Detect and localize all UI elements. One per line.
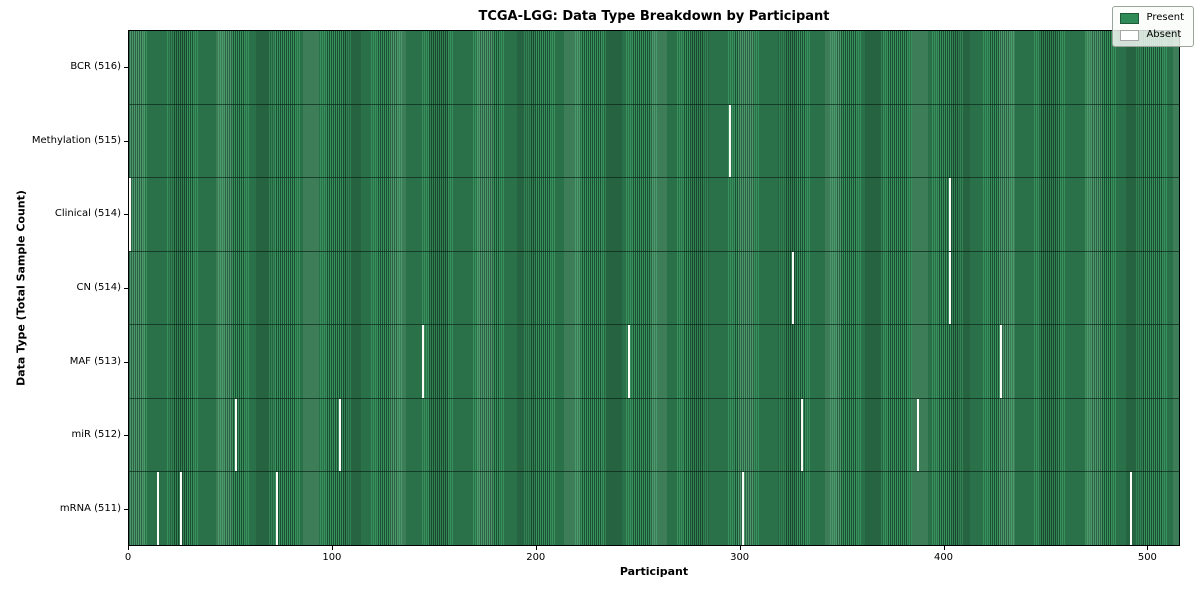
x-tick-label: 500 — [1137, 552, 1157, 563]
legend-item-present: Present — [1120, 12, 1184, 24]
x-tick-mark — [128, 546, 129, 550]
y-tick-mark — [124, 140, 128, 142]
y-tick-label: Methylation (515) — [31, 134, 121, 146]
x-tick-label: 400 — [933, 552, 954, 563]
chart-title: TCGA-LGG: Data Type Breakdown by Partici… — [478, 9, 830, 24]
absent-marker — [741, 472, 744, 545]
y-tick-label: miR (512) — [71, 429, 121, 441]
absent-marker — [338, 398, 341, 472]
heatmap-row — [129, 325, 1179, 399]
absent-marker — [422, 325, 425, 398]
x-tick-mark — [331, 546, 333, 550]
absent-marker — [234, 398, 237, 472]
heatmap-row — [129, 104, 1179, 179]
absent-marker — [792, 251, 795, 325]
absent-marker — [999, 325, 1002, 398]
x-tick-mark — [739, 546, 741, 550]
absent-marker — [800, 398, 803, 472]
y-axis-tick-marks — [124, 30, 128, 546]
absent-marker — [729, 104, 732, 178]
y-tick-mark — [124, 509, 128, 511]
absent-marker — [157, 472, 160, 545]
x-tick-label: 200 — [526, 552, 546, 563]
y-tick-mark — [124, 288, 128, 289]
absent-marker — [275, 472, 278, 545]
plot-area — [128, 30, 1180, 546]
heatmap-row — [129, 31, 1179, 105]
y-tick-mark — [124, 214, 128, 216]
y-axis-tick-labels: BCR (516) Methylation (515) Clinical (514)… — [0, 30, 121, 546]
x-axis-label: Participant — [619, 565, 689, 578]
y-tick-label: Clinical (514) — [54, 208, 121, 220]
y-tick-mark — [124, 361, 128, 363]
legend: Present Absent — [1112, 6, 1194, 47]
heatmap-row — [129, 178, 1179, 252]
x-axis-tick-marks — [128, 546, 1180, 550]
absent-marker — [627, 325, 630, 398]
absent-marker — [949, 178, 952, 251]
heatmap-row — [129, 251, 1179, 326]
absent-marker — [949, 251, 952, 325]
absent-marker — [129, 178, 131, 251]
legend-swatch-absent — [1120, 29, 1140, 41]
y-tick-label: mRNA (511) — [59, 503, 121, 515]
y-tick-label: MAF (513) — [69, 355, 121, 367]
x-tick-label: 0 — [124, 552, 132, 563]
x-tick-mark — [943, 546, 945, 550]
x-tick-label: 100 — [322, 552, 342, 563]
legend-label-absent: Absent — [1146, 29, 1182, 40]
y-tick-label: CN (514) — [76, 282, 121, 293]
absent-marker — [1130, 472, 1133, 545]
y-tick-label: BCR (516) — [70, 60, 121, 72]
absent-marker — [916, 398, 919, 472]
legend-swatch-present — [1120, 12, 1140, 24]
x-tick-mark — [535, 546, 537, 550]
legend-label-present: Present — [1146, 12, 1184, 23]
x-tick-mark — [1147, 546, 1149, 550]
absent-marker — [179, 472, 182, 545]
y-tick-mark — [124, 66, 128, 68]
heatmap-row — [129, 398, 1179, 473]
x-tick-label: 300 — [730, 552, 750, 563]
x-axis-tick-labels: 0 100 200 300 400 500 — [124, 551, 1180, 564]
legend-item-absent: Absent — [1120, 29, 1184, 41]
y-tick-mark — [124, 435, 128, 437]
heatmap-row — [129, 472, 1179, 545]
